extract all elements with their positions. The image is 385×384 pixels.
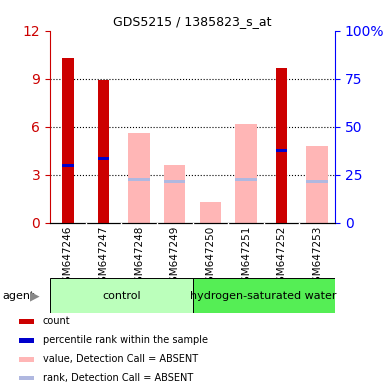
Text: GSM647246: GSM647246	[63, 225, 73, 289]
Bar	[19, 319, 34, 324]
Text: agent: agent	[2, 291, 34, 301]
Text: GSM647248: GSM647248	[134, 225, 144, 289]
Bar	[276, 68, 288, 223]
Text: hydrogen-saturated water: hydrogen-saturated water	[191, 291, 337, 301]
Title: GDS5215 / 1385823_s_at: GDS5215 / 1385823_s_at	[113, 15, 272, 28]
Bar	[164, 180, 186, 182]
Bar	[128, 178, 150, 181]
Bar	[192, 278, 335, 313]
Bar	[306, 180, 328, 182]
Bar	[19, 338, 34, 343]
Text: GSM647250: GSM647250	[205, 225, 215, 289]
Text: GSM647251: GSM647251	[241, 225, 251, 289]
Bar	[306, 146, 328, 223]
Text: percentile rank within the sample: percentile rank within the sample	[43, 336, 208, 346]
Bar	[164, 165, 186, 223]
Bar	[50, 278, 192, 313]
Bar	[62, 58, 74, 223]
Bar	[235, 178, 257, 181]
Text: GSM647252: GSM647252	[276, 225, 286, 289]
Text: control: control	[102, 291, 141, 301]
Bar	[276, 149, 288, 152]
Bar	[97, 157, 109, 160]
Text: count: count	[43, 316, 70, 326]
Text: GSM647253: GSM647253	[312, 225, 322, 289]
Bar	[19, 357, 34, 361]
Bar	[199, 202, 221, 223]
Bar	[128, 133, 150, 223]
Bar	[62, 164, 74, 167]
Bar	[19, 376, 34, 381]
Text: rank, Detection Call = ABSENT: rank, Detection Call = ABSENT	[43, 373, 193, 383]
Bar	[97, 80, 109, 223]
Bar	[235, 124, 257, 223]
Text: value, Detection Call = ABSENT: value, Detection Call = ABSENT	[43, 354, 198, 364]
Text: GSM647249: GSM647249	[170, 225, 180, 289]
Text: GSM647247: GSM647247	[99, 225, 109, 289]
Text: ▶: ▶	[30, 289, 39, 302]
